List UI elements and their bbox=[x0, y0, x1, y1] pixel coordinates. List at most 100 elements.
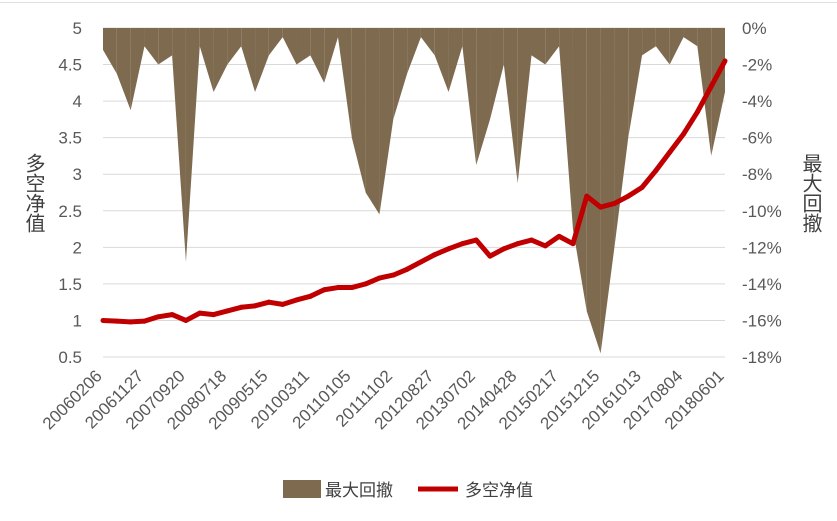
drawdown-area-segment bbox=[407, 28, 421, 74]
drawdown-area-segment bbox=[199, 28, 214, 92]
y-axis-left-title: 多空净值 bbox=[22, 153, 45, 233]
nav-line-segment bbox=[432, 246, 452, 258]
drawdown-area-segment bbox=[158, 28, 173, 65]
y-right-tick-label: -12% bbox=[742, 238, 782, 257]
drawdown-area-layer bbox=[103, 28, 725, 354]
drawdown-area-segment bbox=[683, 28, 698, 47]
drawdown-area-segment bbox=[103, 28, 117, 74]
drawdown-area-segment bbox=[434, 28, 449, 92]
drawdown-area-segment bbox=[642, 28, 656, 56]
drawdown-area-segment bbox=[185, 28, 200, 262]
drawdown-area-segment bbox=[324, 28, 338, 83]
y-axis-right-title: 最大回撤 bbox=[799, 153, 822, 233]
drawdown-area-segment bbox=[296, 28, 311, 65]
y-right-tick-label: -8% bbox=[742, 165, 772, 184]
drawdown-area-segment bbox=[172, 28, 186, 262]
nav-line-segment bbox=[418, 252, 438, 265]
nav-line-segment bbox=[694, 83, 714, 115]
y-right-tick-label: -6% bbox=[742, 129, 772, 148]
y-right-tick-label: -2% bbox=[742, 56, 772, 75]
nav-line-segment bbox=[542, 233, 562, 249]
drawdown-area-segment bbox=[600, 28, 615, 354]
drawdown-area-segment bbox=[614, 28, 629, 248]
y-left-tick-label: 0.5 bbox=[58, 348, 82, 367]
drawdown-area-segment bbox=[476, 28, 491, 166]
drawdown-area-segment bbox=[559, 28, 573, 230]
y-right-tick-label: -14% bbox=[742, 275, 782, 294]
y-left-tick-label: 1.5 bbox=[58, 275, 82, 294]
nav-line-segment bbox=[653, 149, 673, 174]
drawdown-area-segment bbox=[531, 28, 546, 65]
right-y-tick-labels: -18% -16% -14% -12% -10% -8% -6% -4% -2% 0% bbox=[742, 19, 782, 367]
nav-line-segment bbox=[681, 109, 700, 137]
nav-line-segment bbox=[487, 246, 507, 259]
nav-line-segment bbox=[584, 193, 604, 210]
drawdown-area-segment bbox=[697, 28, 712, 156]
nav-line-segment bbox=[390, 266, 410, 278]
nav-line-segment bbox=[639, 168, 659, 190]
drawdown-area-segment bbox=[116, 28, 131, 111]
nav-line-segment bbox=[625, 184, 645, 199]
nav-line-layer bbox=[100, 58, 728, 325]
drawdown-area-segment bbox=[420, 28, 435, 56]
nav-line-segment bbox=[667, 131, 687, 155]
drawdown-area-segment bbox=[503, 28, 518, 184]
drawdown-area-segment bbox=[310, 28, 325, 83]
drawdown-area-segment bbox=[144, 28, 159, 65]
y-right-tick-label: -4% bbox=[742, 92, 772, 111]
nav-line-segment bbox=[528, 237, 548, 249]
y-right-tick-label: -10% bbox=[742, 202, 782, 221]
nav-line-segment bbox=[307, 287, 327, 299]
legend-label-nav: 多空净值 bbox=[465, 481, 533, 500]
nav-line-segment bbox=[570, 193, 590, 247]
drawdown-area-segment bbox=[628, 28, 643, 138]
drawdown-area-segment bbox=[268, 28, 283, 56]
y-left-tick-label: 4 bbox=[73, 92, 82, 111]
drawdown-area-segment bbox=[282, 28, 297, 65]
nav-line-segment bbox=[363, 275, 382, 287]
drawdown-area-segment bbox=[669, 28, 684, 65]
legend: 最大回撤 多空净值 bbox=[283, 480, 533, 500]
y-left-tick-label: 3.5 bbox=[58, 129, 82, 148]
drawdown-area-segment bbox=[255, 28, 269, 92]
nav-line-segment bbox=[169, 312, 189, 323]
nav-line-segment bbox=[404, 259, 424, 272]
nav-line-segment bbox=[708, 58, 728, 89]
drawdown-area-segment bbox=[130, 28, 145, 111]
drawdown-area-segment bbox=[545, 28, 560, 65]
drawdown-area-segment bbox=[490, 28, 504, 120]
nav-line-segment bbox=[611, 193, 631, 206]
drawdown-area-segment bbox=[448, 28, 463, 92]
y-left-tick-label: 4.5 bbox=[58, 56, 82, 75]
drawdown-area-segment bbox=[462, 28, 477, 166]
y-left-tick-label: 5 bbox=[73, 19, 82, 38]
y-left-tick-label: 3 bbox=[73, 165, 82, 184]
drawdown-area-segment bbox=[337, 28, 352, 138]
drawdown-area-segment bbox=[711, 28, 725, 156]
drawdown-area-segment bbox=[655, 28, 670, 65]
y-left-tick-label: 2 bbox=[73, 238, 82, 257]
drawdown-area-segment bbox=[379, 28, 394, 215]
nav-line-segment bbox=[473, 237, 493, 259]
nav-line-segment bbox=[183, 310, 203, 323]
y-right-tick-label: -16% bbox=[742, 311, 782, 330]
y-left-tick-label: 1 bbox=[73, 311, 82, 330]
drawdown-area-segment bbox=[393, 28, 408, 120]
left-y-tick-labels: 0.5 1 1.5 2 2.5 3 3.5 4 4.5 5 bbox=[58, 19, 82, 367]
y-right-tick-label: 0% bbox=[742, 19, 767, 38]
drawdown-area-segment bbox=[517, 28, 532, 184]
drawdown-area-segment bbox=[213, 28, 228, 92]
drawdown-area-segment bbox=[586, 28, 601, 354]
legend-label-drawdown: 最大回撤 bbox=[325, 481, 393, 500]
drawdown-area-segment bbox=[365, 28, 380, 215]
legend-swatch-drawdown bbox=[283, 480, 321, 498]
nav-line-segment bbox=[556, 233, 576, 247]
y-right-tick-label: -18% bbox=[742, 348, 782, 367]
y-left-tick-label: 2.5 bbox=[58, 202, 82, 221]
drawdown-area-segment bbox=[351, 28, 366, 193]
drawdown-area-segment bbox=[227, 28, 242, 65]
drawdown-area-segment bbox=[241, 28, 256, 92]
